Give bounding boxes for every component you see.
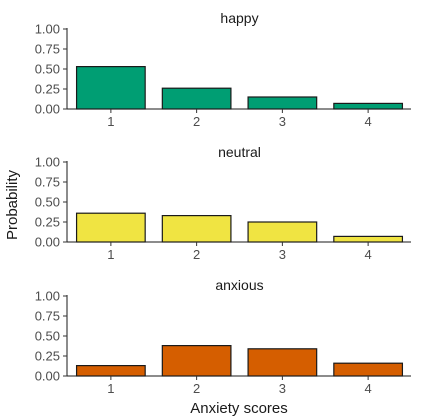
y-tick-label: 1.00 — [35, 289, 60, 304]
y-tick-label: 0.25 — [35, 82, 60, 97]
panel-title: happy — [220, 10, 258, 26]
panel-title: neutral — [218, 144, 261, 160]
panel-title: anxious — [215, 277, 263, 293]
panel-neutral: neutral 0.00 0.25 0.50 0.75 1.00 1 2 3 4 — [35, 144, 411, 262]
y-tick-label: 0.75 — [35, 309, 60, 324]
y-tick-label: 0.50 — [35, 195, 60, 210]
x-tick-label: 2 — [193, 381, 200, 396]
bar — [333, 235, 404, 243]
y-tick-label: 0.50 — [35, 329, 60, 344]
bar — [247, 96, 318, 110]
y-tick-label: 0.25 — [35, 349, 60, 364]
bar — [161, 345, 232, 377]
y-tick-label: 0.00 — [35, 235, 60, 250]
y-tick-label: 0.50 — [35, 62, 60, 77]
x-tick-label: 1 — [107, 247, 114, 262]
x-tick-label: 4 — [365, 381, 372, 396]
y-tick-label: 0.00 — [35, 369, 60, 384]
x-tick-label: 1 — [107, 381, 114, 396]
x-tick-label: 4 — [365, 114, 372, 129]
bar — [247, 221, 318, 243]
panels-group: happy 0.00 0.25 0.50 0.75 1.00 1 2 3 4 neutral 0.00… — [35, 10, 411, 396]
x-tick-label: 3 — [279, 247, 286, 262]
x-tick-label: 2 — [193, 114, 200, 129]
y-tick-label: 1.00 — [35, 155, 60, 170]
bar — [333, 362, 404, 377]
x-tick-label: 1 — [107, 114, 114, 129]
panel-anxious: anxious 0.00 0.25 0.50 0.75 1.00 1 2 3 4 — [35, 277, 411, 396]
panel-happy: happy 0.00 0.25 0.50 0.75 1.00 1 2 3 4 — [35, 10, 411, 129]
y-tick-label: 0.00 — [35, 102, 60, 117]
x-tick-label: 3 — [279, 114, 286, 129]
x-tick-label: 4 — [365, 247, 372, 262]
bar — [247, 348, 318, 377]
y-tick-label: 0.75 — [35, 175, 60, 190]
bar — [75, 212, 146, 243]
x-tick-label: 2 — [193, 247, 200, 262]
y-tick-label: 1.00 — [35, 22, 60, 37]
y-axis-title: Probability — [4, 169, 21, 240]
bar — [75, 365, 146, 377]
bar — [333, 102, 404, 110]
y-tick-label: 0.25 — [35, 215, 60, 230]
bar — [161, 87, 232, 110]
y-tick-label: 0.75 — [35, 42, 60, 57]
bar — [161, 215, 232, 243]
x-axis-title: Anxiety scores — [190, 400, 288, 417]
bar — [75, 65, 146, 110]
x-tick-label: 3 — [279, 381, 286, 396]
